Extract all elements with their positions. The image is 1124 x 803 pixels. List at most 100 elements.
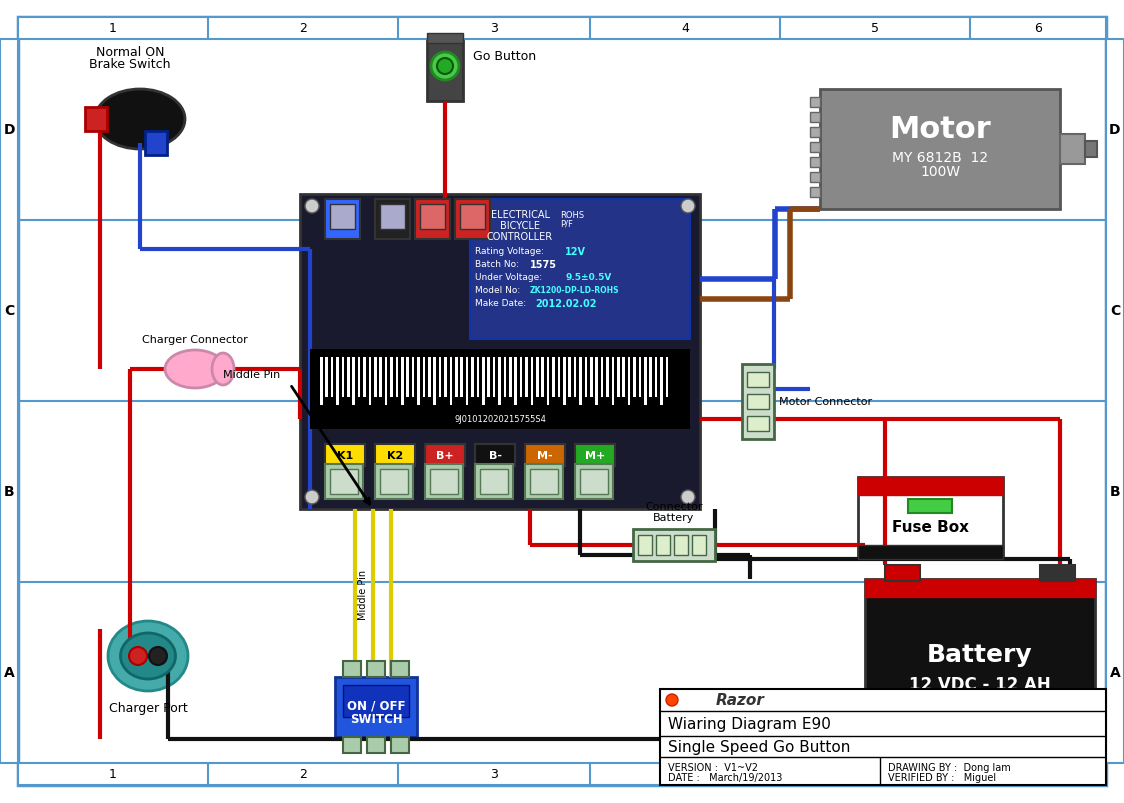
Bar — [573, 357, 577, 397]
Bar — [343, 685, 409, 717]
Text: 6: 6 — [1034, 22, 1042, 35]
Bar — [368, 737, 386, 753]
Bar — [742, 365, 774, 439]
Bar — [638, 536, 652, 556]
Bar — [655, 357, 658, 397]
Text: Wiaring Diagram E90: Wiaring Diagram E90 — [668, 716, 831, 732]
Bar — [427, 42, 463, 102]
Text: 5: 5 — [871, 22, 879, 35]
Bar — [0, 40, 18, 763]
Text: A: A — [1109, 666, 1121, 679]
Ellipse shape — [120, 634, 175, 679]
Text: K1: K1 — [337, 450, 353, 460]
Bar — [320, 357, 323, 406]
Bar — [575, 464, 613, 499]
Bar — [335, 677, 417, 737]
Bar — [411, 357, 415, 397]
Text: 1: 1 — [109, 768, 117, 781]
Text: 9.5±0.5V: 9.5±0.5V — [565, 273, 611, 282]
Bar — [885, 565, 921, 581]
Bar — [606, 357, 609, 397]
Bar — [391, 661, 409, 677]
Bar — [363, 357, 365, 397]
Bar — [810, 188, 821, 198]
Text: Fuse Box: Fuse Box — [891, 520, 969, 535]
Circle shape — [129, 647, 147, 665]
Bar — [747, 417, 769, 431]
Bar — [420, 205, 445, 230]
Bar — [558, 357, 560, 397]
Bar — [908, 499, 952, 513]
Text: 3: 3 — [490, 768, 498, 781]
Text: 9J01012020215755S4: 9J01012020215755S4 — [454, 415, 546, 424]
Text: Normal ON: Normal ON — [96, 47, 164, 59]
Text: VERSION :  V1~V2: VERSION : V1~V2 — [668, 762, 758, 772]
Bar — [858, 545, 1003, 560]
Bar — [611, 357, 614, 406]
Bar — [430, 470, 457, 495]
Bar — [692, 536, 706, 556]
Text: C: C — [1109, 304, 1121, 318]
Bar — [369, 357, 371, 406]
Text: Middle Pin: Middle Pin — [223, 369, 280, 380]
Bar — [461, 357, 463, 397]
Bar — [575, 444, 615, 467]
Text: 4: 4 — [681, 768, 689, 781]
Text: D: D — [3, 124, 15, 137]
Circle shape — [681, 491, 695, 504]
Text: Single Speed Go Button: Single Speed Go Button — [668, 740, 851, 755]
Bar — [330, 470, 359, 495]
Text: Motor: Motor — [889, 116, 991, 145]
Text: ON / OFF: ON / OFF — [346, 699, 406, 711]
Text: B: B — [3, 485, 15, 499]
Bar — [674, 536, 688, 556]
Bar — [650, 357, 652, 397]
Bar — [747, 394, 769, 410]
Text: A: A — [3, 666, 15, 679]
Bar — [1060, 135, 1085, 165]
Bar — [391, 737, 409, 753]
Bar — [357, 357, 361, 397]
Ellipse shape — [108, 622, 188, 691]
Bar — [536, 357, 538, 397]
Bar — [375, 200, 410, 240]
Ellipse shape — [96, 90, 185, 150]
Text: Model No:: Model No: — [475, 286, 520, 296]
Text: 2: 2 — [299, 768, 307, 781]
Bar — [380, 205, 405, 230]
Bar — [343, 737, 361, 753]
Bar — [477, 357, 479, 397]
Text: 100W: 100W — [919, 165, 960, 179]
Bar — [858, 478, 1003, 560]
Bar — [865, 579, 1095, 719]
Bar — [665, 357, 668, 397]
Bar — [492, 357, 496, 397]
Text: 2: 2 — [299, 22, 307, 35]
Text: B: B — [1109, 485, 1121, 499]
Bar — [546, 357, 550, 406]
Bar — [542, 357, 544, 397]
Text: 3: 3 — [490, 22, 498, 35]
Text: 1575: 1575 — [531, 259, 558, 270]
Bar — [326, 357, 328, 397]
Text: VERIFIED BY :   Miguel: VERIFIED BY : Miguel — [888, 772, 996, 782]
Bar — [18, 763, 1106, 785]
Bar — [810, 128, 821, 138]
Bar — [145, 132, 167, 156]
Text: DATE :   March/19/2013: DATE : March/19/2013 — [668, 772, 782, 782]
Bar — [482, 357, 484, 406]
Text: Under Voltage:: Under Voltage: — [475, 273, 542, 282]
Bar — [810, 143, 821, 153]
Bar — [401, 357, 404, 406]
Bar — [325, 464, 363, 499]
Bar — [325, 444, 365, 467]
Bar — [525, 444, 565, 467]
Bar — [596, 357, 598, 406]
Text: 4: 4 — [681, 22, 689, 35]
Circle shape — [305, 200, 319, 214]
Bar — [865, 579, 1095, 597]
Bar — [519, 357, 523, 397]
Bar — [415, 200, 450, 240]
Bar — [579, 357, 582, 406]
Bar — [390, 357, 392, 397]
